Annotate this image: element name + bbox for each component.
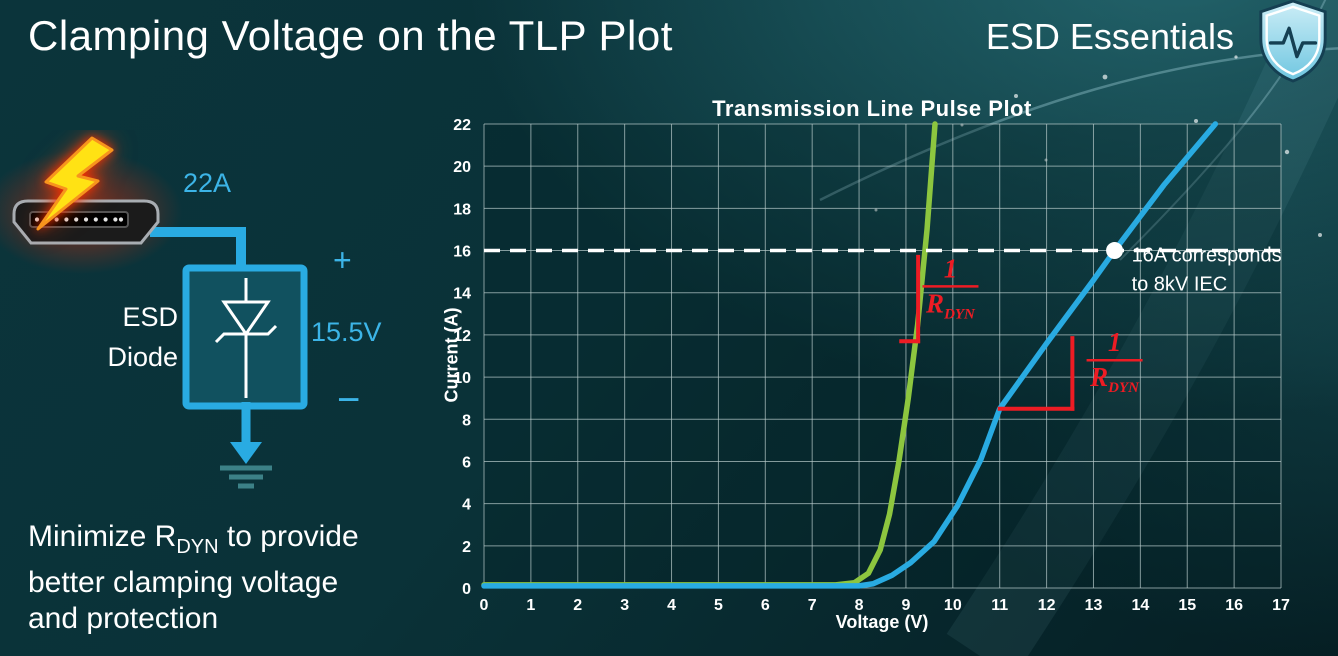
x-tick-label: 6 <box>761 597 770 614</box>
y-tick-label: 22 <box>453 117 471 134</box>
wire <box>150 227 246 272</box>
x-tick-label: 9 <box>901 597 910 614</box>
clamp-voltage-label: 15.5V <box>311 317 382 347</box>
x-axis-label: Voltage (V) <box>835 612 929 632</box>
x-tick-label: 5 <box>714 597 723 614</box>
plot-canvas: 0 1 2 3 4 5 6 7 8 9 10 11 12 13 14 15 16 1702468101214161… <box>453 117 1290 614</box>
marker-label-line1: 16A corresponds <box>1132 245 1282 267</box>
minus-polarity-label: − <box>337 378 361 422</box>
x-tick-label: 3 <box>620 597 629 614</box>
x-tick-label: 8 <box>855 597 864 614</box>
note-text: Minimize RDYN to provide better clamping… <box>28 519 359 637</box>
x-tick-label: 4 <box>667 597 676 614</box>
x-tick-label: 2 <box>573 597 582 614</box>
y-tick-label: 16 <box>453 244 471 261</box>
y-tick-label: 12 <box>453 328 471 345</box>
x-tick-label: 11 <box>991 597 1008 614</box>
x-tick-label: 13 <box>1085 597 1103 614</box>
x-tick-label: 1 <box>526 597 535 614</box>
esd-essentials-shield-icon <box>1259 0 1327 83</box>
note-line3: and protection <box>28 602 219 635</box>
y-tick-label: 8 <box>462 412 471 429</box>
zener-diode-symbol <box>214 278 278 398</box>
x-tick-label: 10 <box>944 597 962 614</box>
y-tick-label: 6 <box>462 454 471 471</box>
lightning-bolt-icon <box>36 136 114 231</box>
plus-polarity-label: + <box>333 242 352 278</box>
rdyn-fraction-numerator: 1 <box>944 253 958 283</box>
marker-label-line2: to 8kV IEC <box>1132 274 1228 296</box>
device-label: ESD Diode <box>54 297 178 377</box>
x-tick-label: 17 <box>1272 597 1290 614</box>
y-tick-label: 10 <box>453 370 471 387</box>
y-axis-label: Current (A) <box>441 307 462 403</box>
x-tick-label: 0 <box>480 597 489 614</box>
x-tick-label: 14 <box>1131 597 1149 614</box>
y-tick-label: 20 <box>453 159 471 176</box>
rdyn-subscript: DYN <box>176 536 219 558</box>
note-line1: Minimize RDYN to provide <box>28 520 359 558</box>
hdmi-connector-icon <box>12 199 160 245</box>
chart-title: Transmission Line Pulse Plot <box>712 96 1032 121</box>
x-tick-label: 7 <box>808 597 817 614</box>
surge-current-label: 22A <box>183 168 232 198</box>
plot-area <box>484 124 1281 588</box>
x-tick-label: 16 <box>1225 597 1243 614</box>
x-tick-label: 12 <box>1038 597 1056 614</box>
y-tick-label: 0 <box>462 581 471 598</box>
rdyn-fraction-numerator: 1 <box>1108 327 1122 357</box>
esd-diagram <box>0 136 308 489</box>
iec-point-marker <box>1106 242 1124 260</box>
y-tick-label: 4 <box>462 497 471 514</box>
ground-symbol <box>220 402 272 489</box>
brand-label: ESD Essentials <box>985 16 1234 57</box>
x-tick-label: 15 <box>1178 597 1196 614</box>
note-line2: better clamping voltage <box>28 566 339 599</box>
y-tick-label: 2 <box>462 539 471 556</box>
y-tick-label: 14 <box>453 286 471 303</box>
device-label-line1: ESD <box>122 302 178 332</box>
y-tick-label: 18 <box>453 201 471 218</box>
device-label-line2: Diode <box>107 342 178 372</box>
slide-title: Clamping Voltage on the TLP Plot <box>28 12 673 59</box>
